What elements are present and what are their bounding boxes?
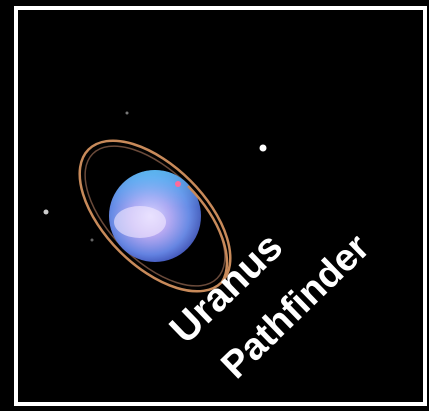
planet-spot [175,181,181,187]
logo: Uranus Pathfinder [0,0,429,411]
planet-cloud [114,206,166,238]
moon [91,239,94,242]
moon [126,112,129,115]
moon [260,145,267,152]
background [0,0,429,411]
moon [44,210,49,215]
